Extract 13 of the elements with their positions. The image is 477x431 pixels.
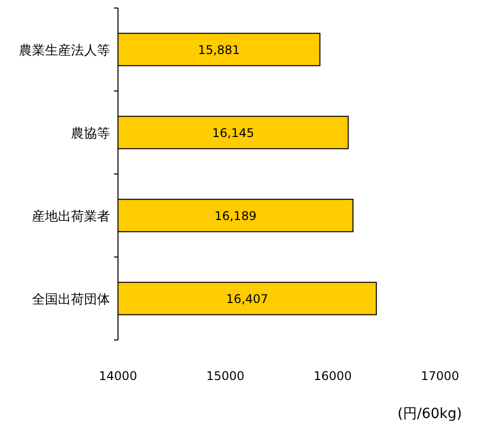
y-tick-label: 農協等 (71, 126, 110, 142)
x-axis-title: (円/60kg) (398, 406, 462, 422)
y-tick-label: 農業生産法人等 (19, 42, 110, 58)
x-tick-label: 15000 (206, 369, 244, 383)
y-tick-label: 産地出荷業者 (32, 208, 110, 224)
y-tick-label: 全国出荷団体 (32, 292, 110, 308)
data-label: 16,145 (212, 126, 254, 140)
data-label: 16,407 (226, 292, 268, 306)
x-tick-label: 16000 (314, 369, 352, 383)
data-label: 15,881 (198, 43, 240, 57)
x-tick-label: 17000 (420, 369, 460, 383)
data-label: 16,189 (214, 209, 256, 223)
x-tick-label: 14000 (98, 369, 138, 383)
